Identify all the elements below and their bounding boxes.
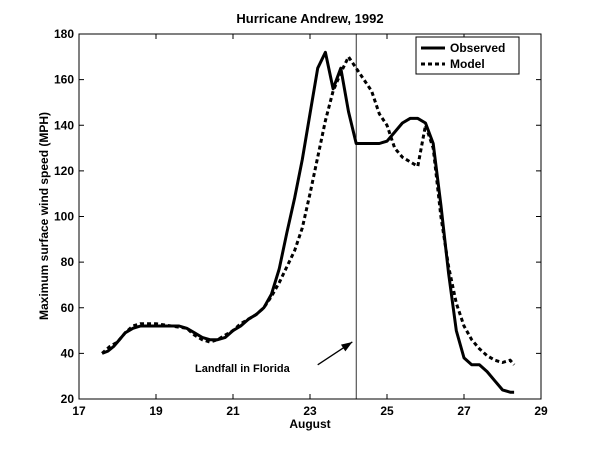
y-tick-label: 20: [61, 392, 75, 406]
y-tick-label: 120: [54, 164, 74, 178]
x-axis-label: August: [289, 417, 330, 431]
series-model-line: [101, 55, 516, 366]
x-tick-label: 29: [534, 404, 548, 418]
y-tick-label: 40: [61, 346, 75, 360]
x-tick-label: 23: [303, 404, 317, 418]
series-observed-line: [101, 50, 515, 394]
axis-ticks: 17 19 21 23 25 27 29 20 40 60 80 100 120 140 160 180: [54, 27, 548, 418]
axes-box: [78, 33, 542, 400]
y-axis-label: Maximum surface wind speed (MPH): [37, 112, 51, 320]
legend: Observed Model: [415, 36, 520, 75]
x-tick-label: 25: [380, 404, 394, 418]
x-tick-label: 21: [226, 404, 240, 418]
x-tick-label: 19: [149, 404, 163, 418]
y-tick-label: 60: [61, 301, 75, 315]
legend-model-label: Model: [450, 57, 485, 71]
y-tick-label: 180: [54, 27, 74, 41]
legend-observed-label: Observed: [450, 41, 505, 55]
annotation-text: Landfall in Florida: [195, 363, 291, 375]
x-tick-label: 17: [72, 404, 86, 418]
y-tick-label: 160: [54, 73, 74, 87]
x-tick-label: 27: [457, 404, 471, 418]
y-tick-label: 140: [54, 118, 74, 132]
chart-title: Hurricane Andrew, 1992: [236, 11, 383, 26]
annotation-arrow-head: [340, 341, 353, 352]
y-tick-label: 80: [61, 255, 75, 269]
y-tick-label: 100: [54, 210, 74, 224]
legend-box: [415, 36, 520, 75]
plot-area: [101, 34, 516, 399]
